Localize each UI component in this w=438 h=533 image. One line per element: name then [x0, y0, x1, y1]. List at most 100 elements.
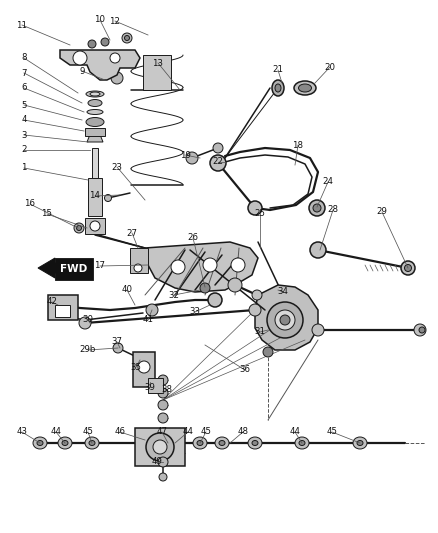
Circle shape	[77, 225, 81, 230]
Text: 28: 28	[328, 206, 339, 214]
Bar	[48, 295, 78, 320]
Ellipse shape	[87, 109, 103, 115]
Text: 2: 2	[21, 146, 27, 155]
Text: 36: 36	[240, 366, 251, 375]
Text: 46: 46	[114, 427, 126, 437]
Circle shape	[405, 264, 411, 271]
Circle shape	[110, 53, 120, 63]
Ellipse shape	[294, 81, 316, 95]
Text: 17: 17	[95, 262, 106, 271]
Text: 8: 8	[21, 53, 27, 62]
Circle shape	[158, 375, 168, 385]
Polygon shape	[38, 258, 78, 278]
Circle shape	[186, 152, 198, 164]
Polygon shape	[87, 132, 103, 142]
Text: 48: 48	[237, 427, 248, 437]
Text: 6: 6	[21, 84, 27, 93]
Ellipse shape	[90, 92, 100, 96]
Circle shape	[105, 195, 112, 201]
Text: 27: 27	[127, 229, 138, 238]
Circle shape	[111, 72, 123, 84]
Ellipse shape	[86, 91, 104, 97]
Text: 45: 45	[326, 427, 338, 437]
Ellipse shape	[252, 440, 258, 446]
Circle shape	[146, 433, 174, 461]
Bar	[85, 128, 105, 136]
Bar	[143, 55, 171, 90]
Text: 16: 16	[25, 199, 35, 208]
Circle shape	[158, 388, 168, 398]
Text: 23: 23	[112, 163, 123, 172]
Text: 35: 35	[131, 362, 141, 372]
Circle shape	[122, 33, 132, 43]
Text: 40: 40	[121, 286, 133, 295]
Text: 18: 18	[293, 141, 304, 149]
Circle shape	[90, 221, 100, 231]
Text: 3: 3	[21, 131, 27, 140]
Polygon shape	[60, 50, 140, 80]
Circle shape	[280, 315, 290, 325]
Text: 38: 38	[162, 385, 173, 394]
Circle shape	[113, 343, 123, 353]
Text: 11: 11	[17, 20, 28, 29]
Text: 26: 26	[187, 233, 198, 243]
Ellipse shape	[275, 84, 281, 92]
Ellipse shape	[272, 80, 284, 96]
Text: 13: 13	[152, 59, 163, 68]
Ellipse shape	[193, 437, 207, 449]
Bar	[55, 258, 93, 280]
Ellipse shape	[86, 117, 104, 126]
Text: 44: 44	[290, 427, 300, 437]
Circle shape	[203, 258, 217, 272]
Bar	[130, 248, 148, 273]
Text: 22: 22	[212, 157, 223, 166]
Ellipse shape	[248, 437, 262, 449]
Text: 1: 1	[21, 164, 27, 173]
Text: 37: 37	[112, 337, 123, 346]
Text: 19: 19	[180, 150, 191, 159]
Bar	[133, 352, 155, 387]
Text: 44: 44	[50, 427, 61, 437]
Circle shape	[134, 264, 142, 272]
Circle shape	[200, 283, 210, 293]
Text: 41: 41	[142, 316, 153, 325]
Ellipse shape	[219, 440, 225, 446]
Text: 10: 10	[95, 15, 106, 25]
Circle shape	[231, 258, 245, 272]
Circle shape	[146, 304, 158, 316]
Text: 47: 47	[156, 427, 167, 437]
Circle shape	[313, 204, 321, 212]
Circle shape	[88, 40, 96, 48]
Circle shape	[228, 278, 242, 292]
Ellipse shape	[163, 437, 177, 449]
Circle shape	[138, 361, 150, 373]
Ellipse shape	[85, 437, 99, 449]
Text: 39: 39	[145, 383, 155, 392]
Bar	[92, 148, 98, 178]
Circle shape	[419, 327, 425, 333]
Circle shape	[267, 302, 303, 338]
Text: FWD: FWD	[60, 264, 88, 274]
Ellipse shape	[295, 437, 309, 449]
Text: 33: 33	[190, 308, 201, 317]
Circle shape	[248, 201, 262, 215]
Bar	[135, 428, 185, 466]
Ellipse shape	[37, 440, 43, 446]
Ellipse shape	[299, 84, 311, 92]
Circle shape	[101, 38, 109, 46]
Ellipse shape	[33, 437, 47, 449]
Ellipse shape	[197, 440, 203, 446]
Text: 31: 31	[254, 327, 265, 336]
Circle shape	[263, 347, 273, 357]
Ellipse shape	[357, 440, 363, 446]
Text: 25: 25	[254, 208, 265, 217]
Text: 21: 21	[272, 66, 283, 75]
Circle shape	[158, 400, 168, 410]
Circle shape	[74, 223, 84, 233]
Text: 9: 9	[79, 67, 85, 76]
Ellipse shape	[215, 437, 229, 449]
Circle shape	[51, 298, 65, 312]
Ellipse shape	[89, 440, 95, 446]
Ellipse shape	[167, 440, 173, 446]
Circle shape	[124, 36, 130, 41]
